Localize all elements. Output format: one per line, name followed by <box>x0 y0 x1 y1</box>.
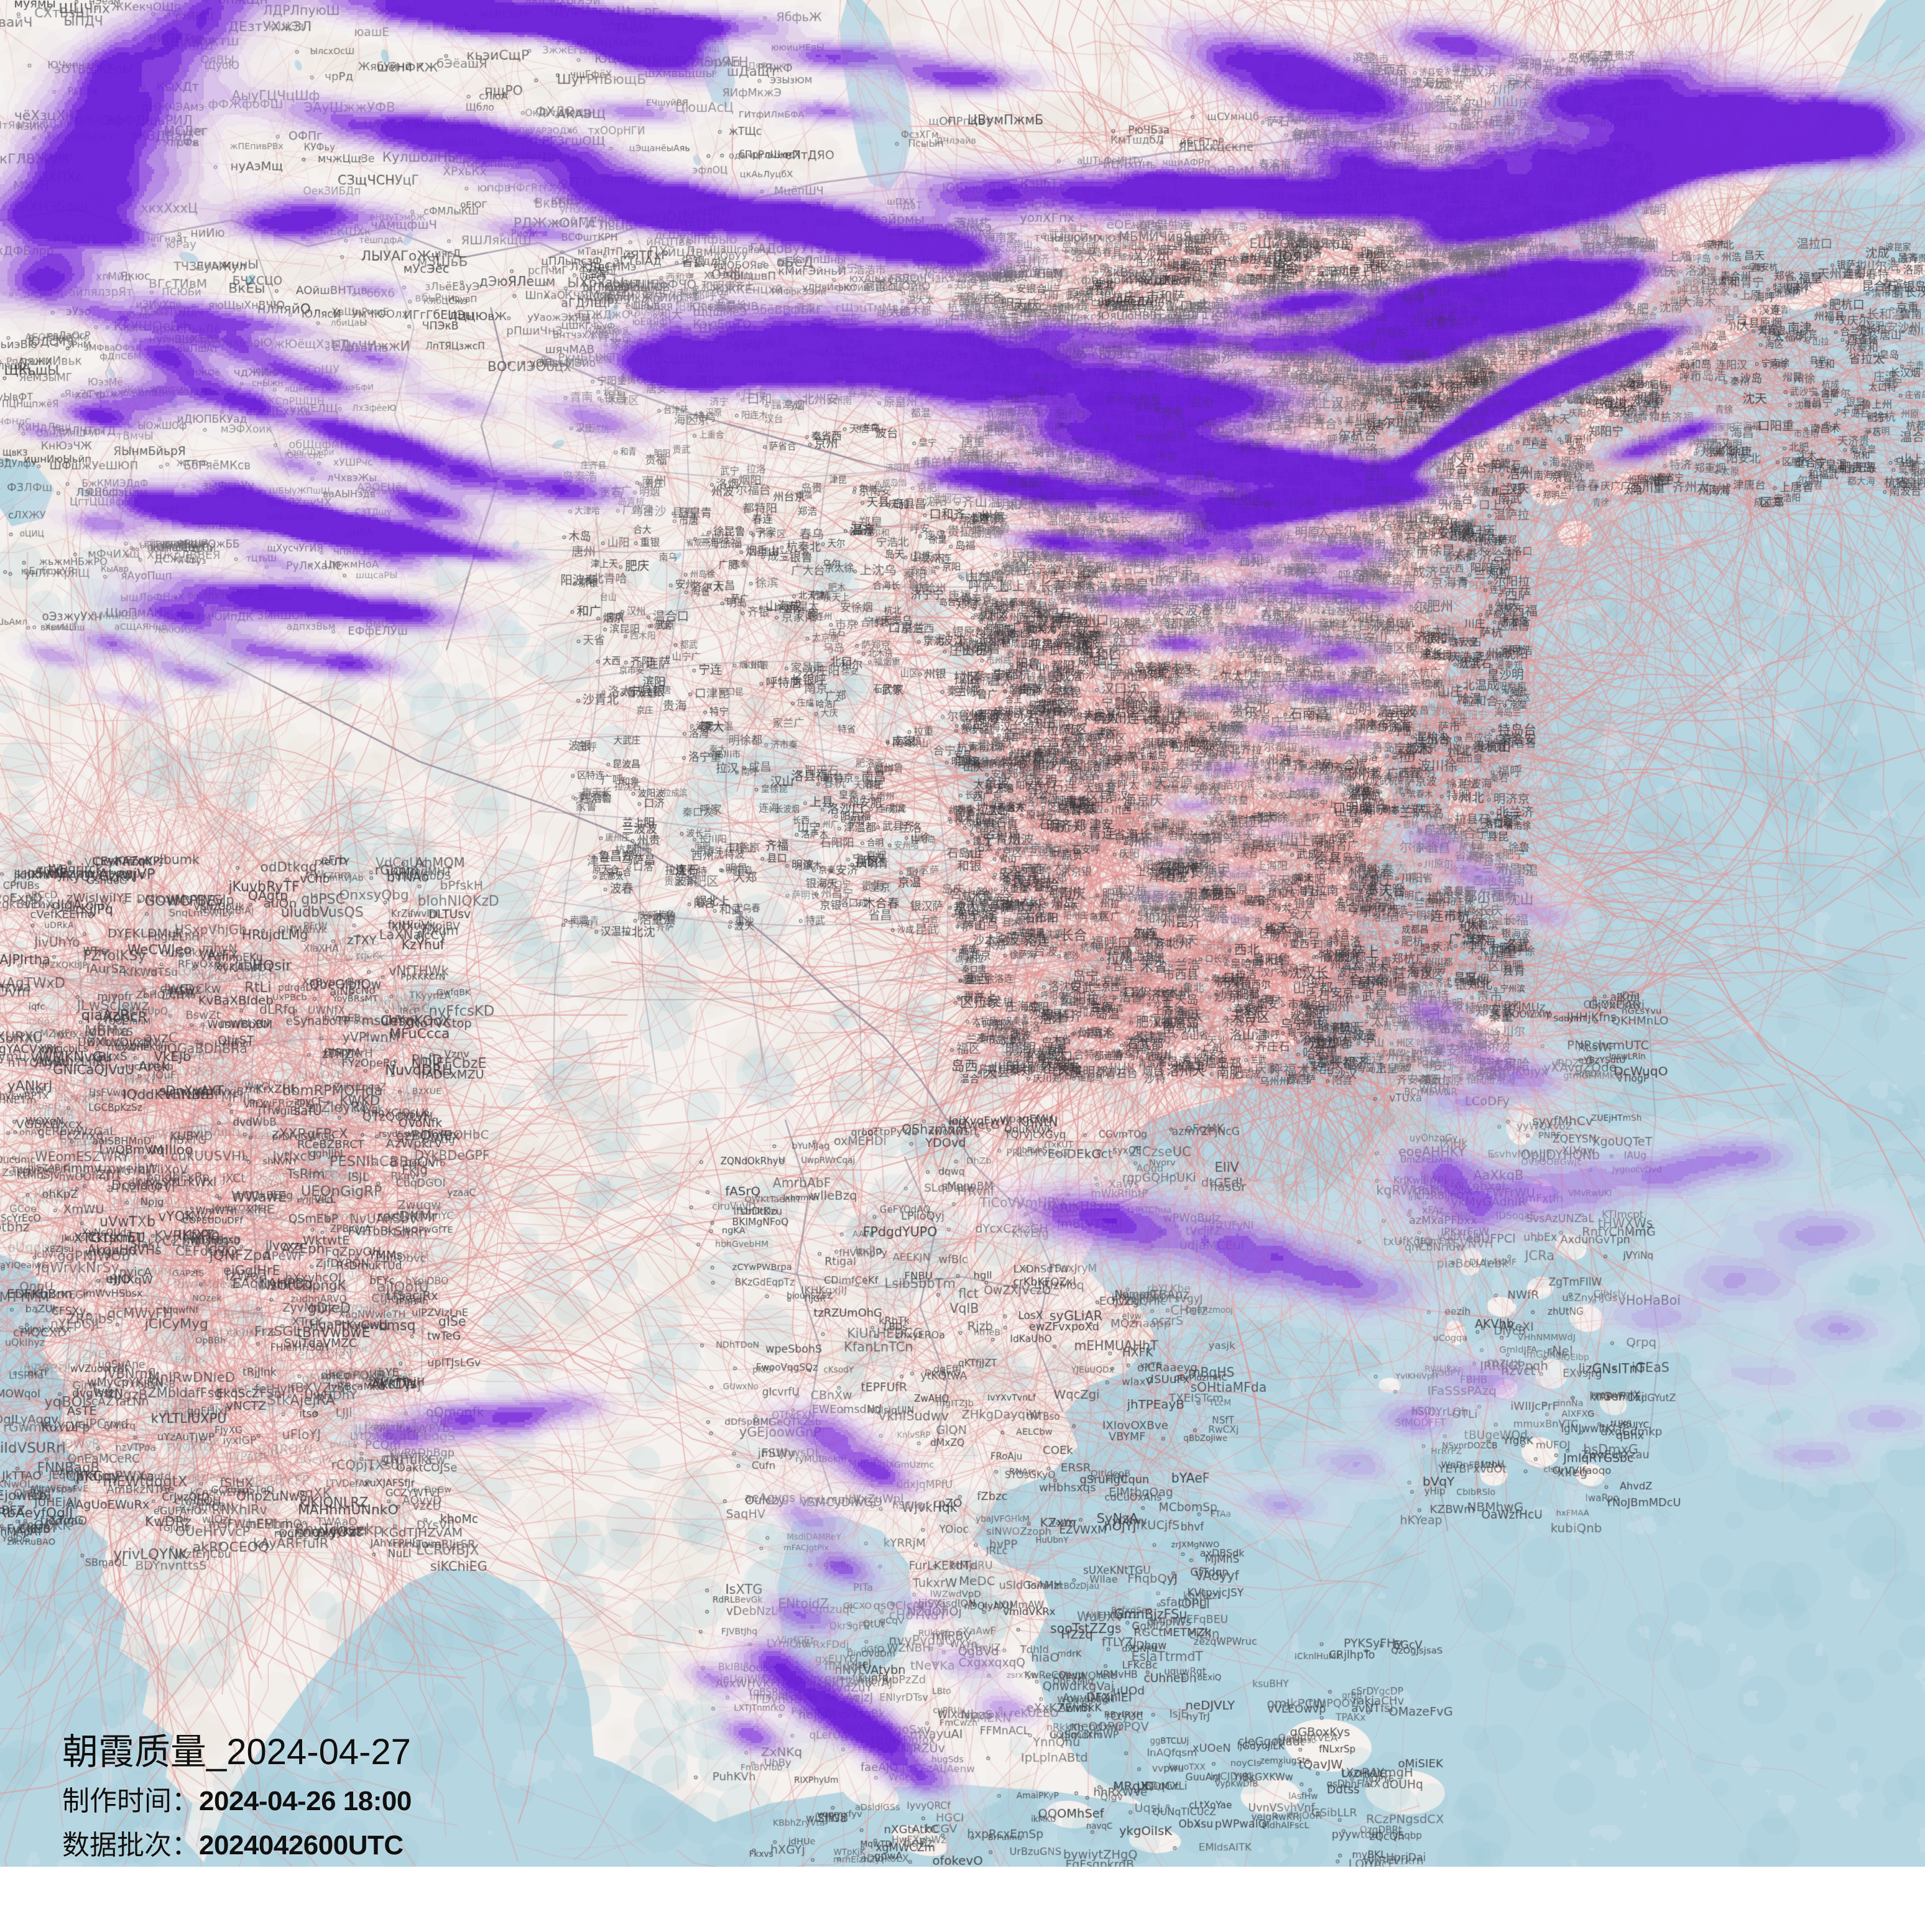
data-batch-line: 数据批次：2024042600UTC <box>62 1830 412 1861</box>
production-time-value: 2024-04-26 18:00 <box>199 1786 412 1816</box>
map-title: 朝霞质量_2024-04-27 <box>62 1733 412 1772</box>
map-viewport[interactable] <box>0 0 1925 1867</box>
weather-map-page: 朝霞质量_2024-04-27 制作时间：2024-04-26 18:00 数据… <box>0 0 1925 1932</box>
data-batch-label: 数据批次： <box>62 1830 199 1861</box>
forecast-map-canvas[interactable] <box>0 0 1925 1867</box>
map-annotation-block: 朝霞质量_2024-04-27 制作时间：2024-04-26 18:00 数据… <box>62 1733 412 1861</box>
production-time-label: 制作时间： <box>62 1786 199 1816</box>
data-batch-value: 2024042600UTC <box>199 1830 404 1861</box>
map-footer: 0102030405060708090100 <box>0 1867 1925 1932</box>
production-time-line: 制作时间：2024-04-26 18:00 <box>62 1786 412 1816</box>
